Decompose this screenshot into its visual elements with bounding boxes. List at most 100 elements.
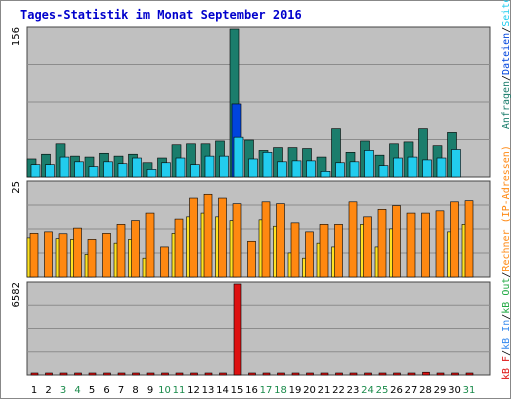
day-label-6: 6 [103, 385, 109, 396]
bar-kb-day-6 [103, 372, 111, 376]
bar-rechner-day-2 [44, 231, 53, 278]
bar-rechner-day-16 [247, 240, 256, 278]
bar-seiten-day-22 [335, 162, 345, 178]
legend-item: Anfragen [501, 81, 512, 129]
day-label-7: 7 [118, 385, 124, 396]
bar-seiten-day-8 [132, 157, 142, 178]
day-label-20: 20 [303, 385, 316, 396]
day-label-23: 23 [347, 385, 360, 396]
bar-seiten-day-26 [393, 157, 403, 178]
bar-seiten-day-29 [436, 157, 447, 178]
bar-kb-day-16 [248, 372, 256, 376]
bar-seiten-day-28 [422, 159, 432, 178]
day-label-19: 19 [289, 385, 302, 396]
bar-rechner-day-15 [232, 203, 242, 278]
bar-kb-day-25 [378, 372, 387, 376]
bar-kb-day-19 [291, 372, 300, 376]
chart-legend: kB F/kB In/kB Out/Rechner (IP-Adressen)A… [501, 0, 512, 380]
bar-kb-day-1 [30, 372, 39, 376]
bar-seiten-day-11 [175, 157, 186, 178]
bar-rechner-day-27 [406, 212, 416, 278]
bar-kb-day-15 [233, 283, 242, 376]
bar-seiten-day-16 [248, 158, 258, 178]
chart-panels: 156 25 6582 [11, 26, 491, 376]
bar-rechner-day-20 [305, 231, 314, 278]
legend-item: kB Out [501, 278, 512, 314]
day-label-15: 15 [231, 385, 244, 396]
bar-kb-day-13 [204, 372, 213, 376]
bar-seiten-day-9 [146, 169, 157, 178]
bar-seiten-day-1 [30, 164, 41, 178]
legend-item: Rechner (IP-Adressen) [501, 145, 512, 271]
bar-rechner-day-5 [87, 239, 97, 278]
panel-3: 6582 [11, 281, 491, 376]
bar-rechner-day-13 [203, 193, 213, 278]
bar-rechner-day-18 [276, 203, 285, 278]
bar-kb-day-12 [190, 372, 198, 376]
day-label-17: 17 [260, 385, 273, 396]
y-max-label: 6582 [11, 282, 22, 307]
bar-seiten-day-14 [219, 155, 229, 178]
day-label-13: 13 [202, 385, 215, 396]
day-label-3: 3 [60, 385, 66, 396]
bar-seiten-day-7 [117, 163, 128, 178]
bar-rechner-day-1 [29, 233, 39, 278]
bar-kb-day-7 [117, 372, 126, 376]
bar-kb-day-3 [59, 372, 68, 376]
bar-kb-day-22 [335, 372, 343, 376]
bar-kb-day-5 [88, 372, 97, 376]
legend-item: / [501, 27, 512, 33]
bar-kb-day-27 [407, 372, 416, 376]
bar-seiten-day-30 [451, 149, 461, 178]
legend-item: / [501, 75, 512, 81]
bar-kb-day-2 [45, 372, 53, 376]
legend-item: / [501, 272, 512, 278]
day-label-14: 14 [216, 385, 229, 396]
bar-kb-day-28 [422, 371, 430, 376]
day-label-16: 16 [245, 385, 258, 396]
bar-rechner-day-26 [392, 205, 401, 278]
bar-kb-day-9 [146, 372, 155, 376]
bar-seiten-day-19 [291, 160, 302, 178]
legend-item: / [501, 314, 512, 320]
day-label-11: 11 [173, 385, 186, 396]
bar-seiten-day-5 [88, 166, 99, 178]
day-label-2: 2 [45, 385, 51, 396]
bar-rechner-day-11 [174, 218, 184, 278]
bar-seiten-day-12 [190, 164, 200, 178]
legend-item: Dateien [501, 33, 512, 75]
bar-kb-day-26 [393, 372, 401, 376]
bar-kb-day-8 [132, 372, 140, 376]
day-label-1: 1 [31, 385, 37, 396]
day-label-24: 24 [361, 385, 374, 396]
bar-seiten-day-13 [204, 155, 215, 178]
day-label-30: 30 [448, 385, 461, 396]
bar-seiten-day-18 [277, 161, 287, 178]
bar-kb-day-10 [161, 372, 169, 376]
bar-kb-day-24 [364, 372, 372, 376]
bar-seiten-day-24 [364, 150, 374, 178]
bar-seiten-day-21 [320, 171, 331, 178]
bar-seiten-day-3 [59, 156, 70, 178]
legend-item: / [501, 350, 512, 356]
bar-kb-day-17 [262, 372, 271, 376]
day-label-10: 10 [158, 385, 171, 396]
bar-kb-day-29 [436, 372, 445, 376]
y-max-label: 156 [11, 27, 22, 46]
bar-rechner-day-28 [421, 212, 430, 278]
bar-kb-day-23 [349, 372, 358, 376]
day-label-28: 28 [419, 385, 432, 396]
bar-seiten-day-20 [306, 160, 316, 178]
day-label-26: 26 [390, 385, 403, 396]
day-label-8: 8 [132, 385, 138, 396]
bar-rechner-day-8 [131, 220, 140, 278]
bar-seiten-day-2 [45, 164, 55, 178]
day-label-18: 18 [274, 385, 287, 396]
bar-rechner-day-21 [319, 224, 329, 278]
bar-kb-day-18 [277, 372, 285, 376]
day-axis: 1 2 3 4 5 6 7 8 9 10 11 12 13 14 15 16 17 18 19 20 21 22 23 24 2… [31, 385, 476, 396]
bar-kb-day-30 [451, 372, 459, 376]
bar-kb-day-31 [465, 372, 474, 376]
bar-kb-day-21 [320, 372, 329, 376]
